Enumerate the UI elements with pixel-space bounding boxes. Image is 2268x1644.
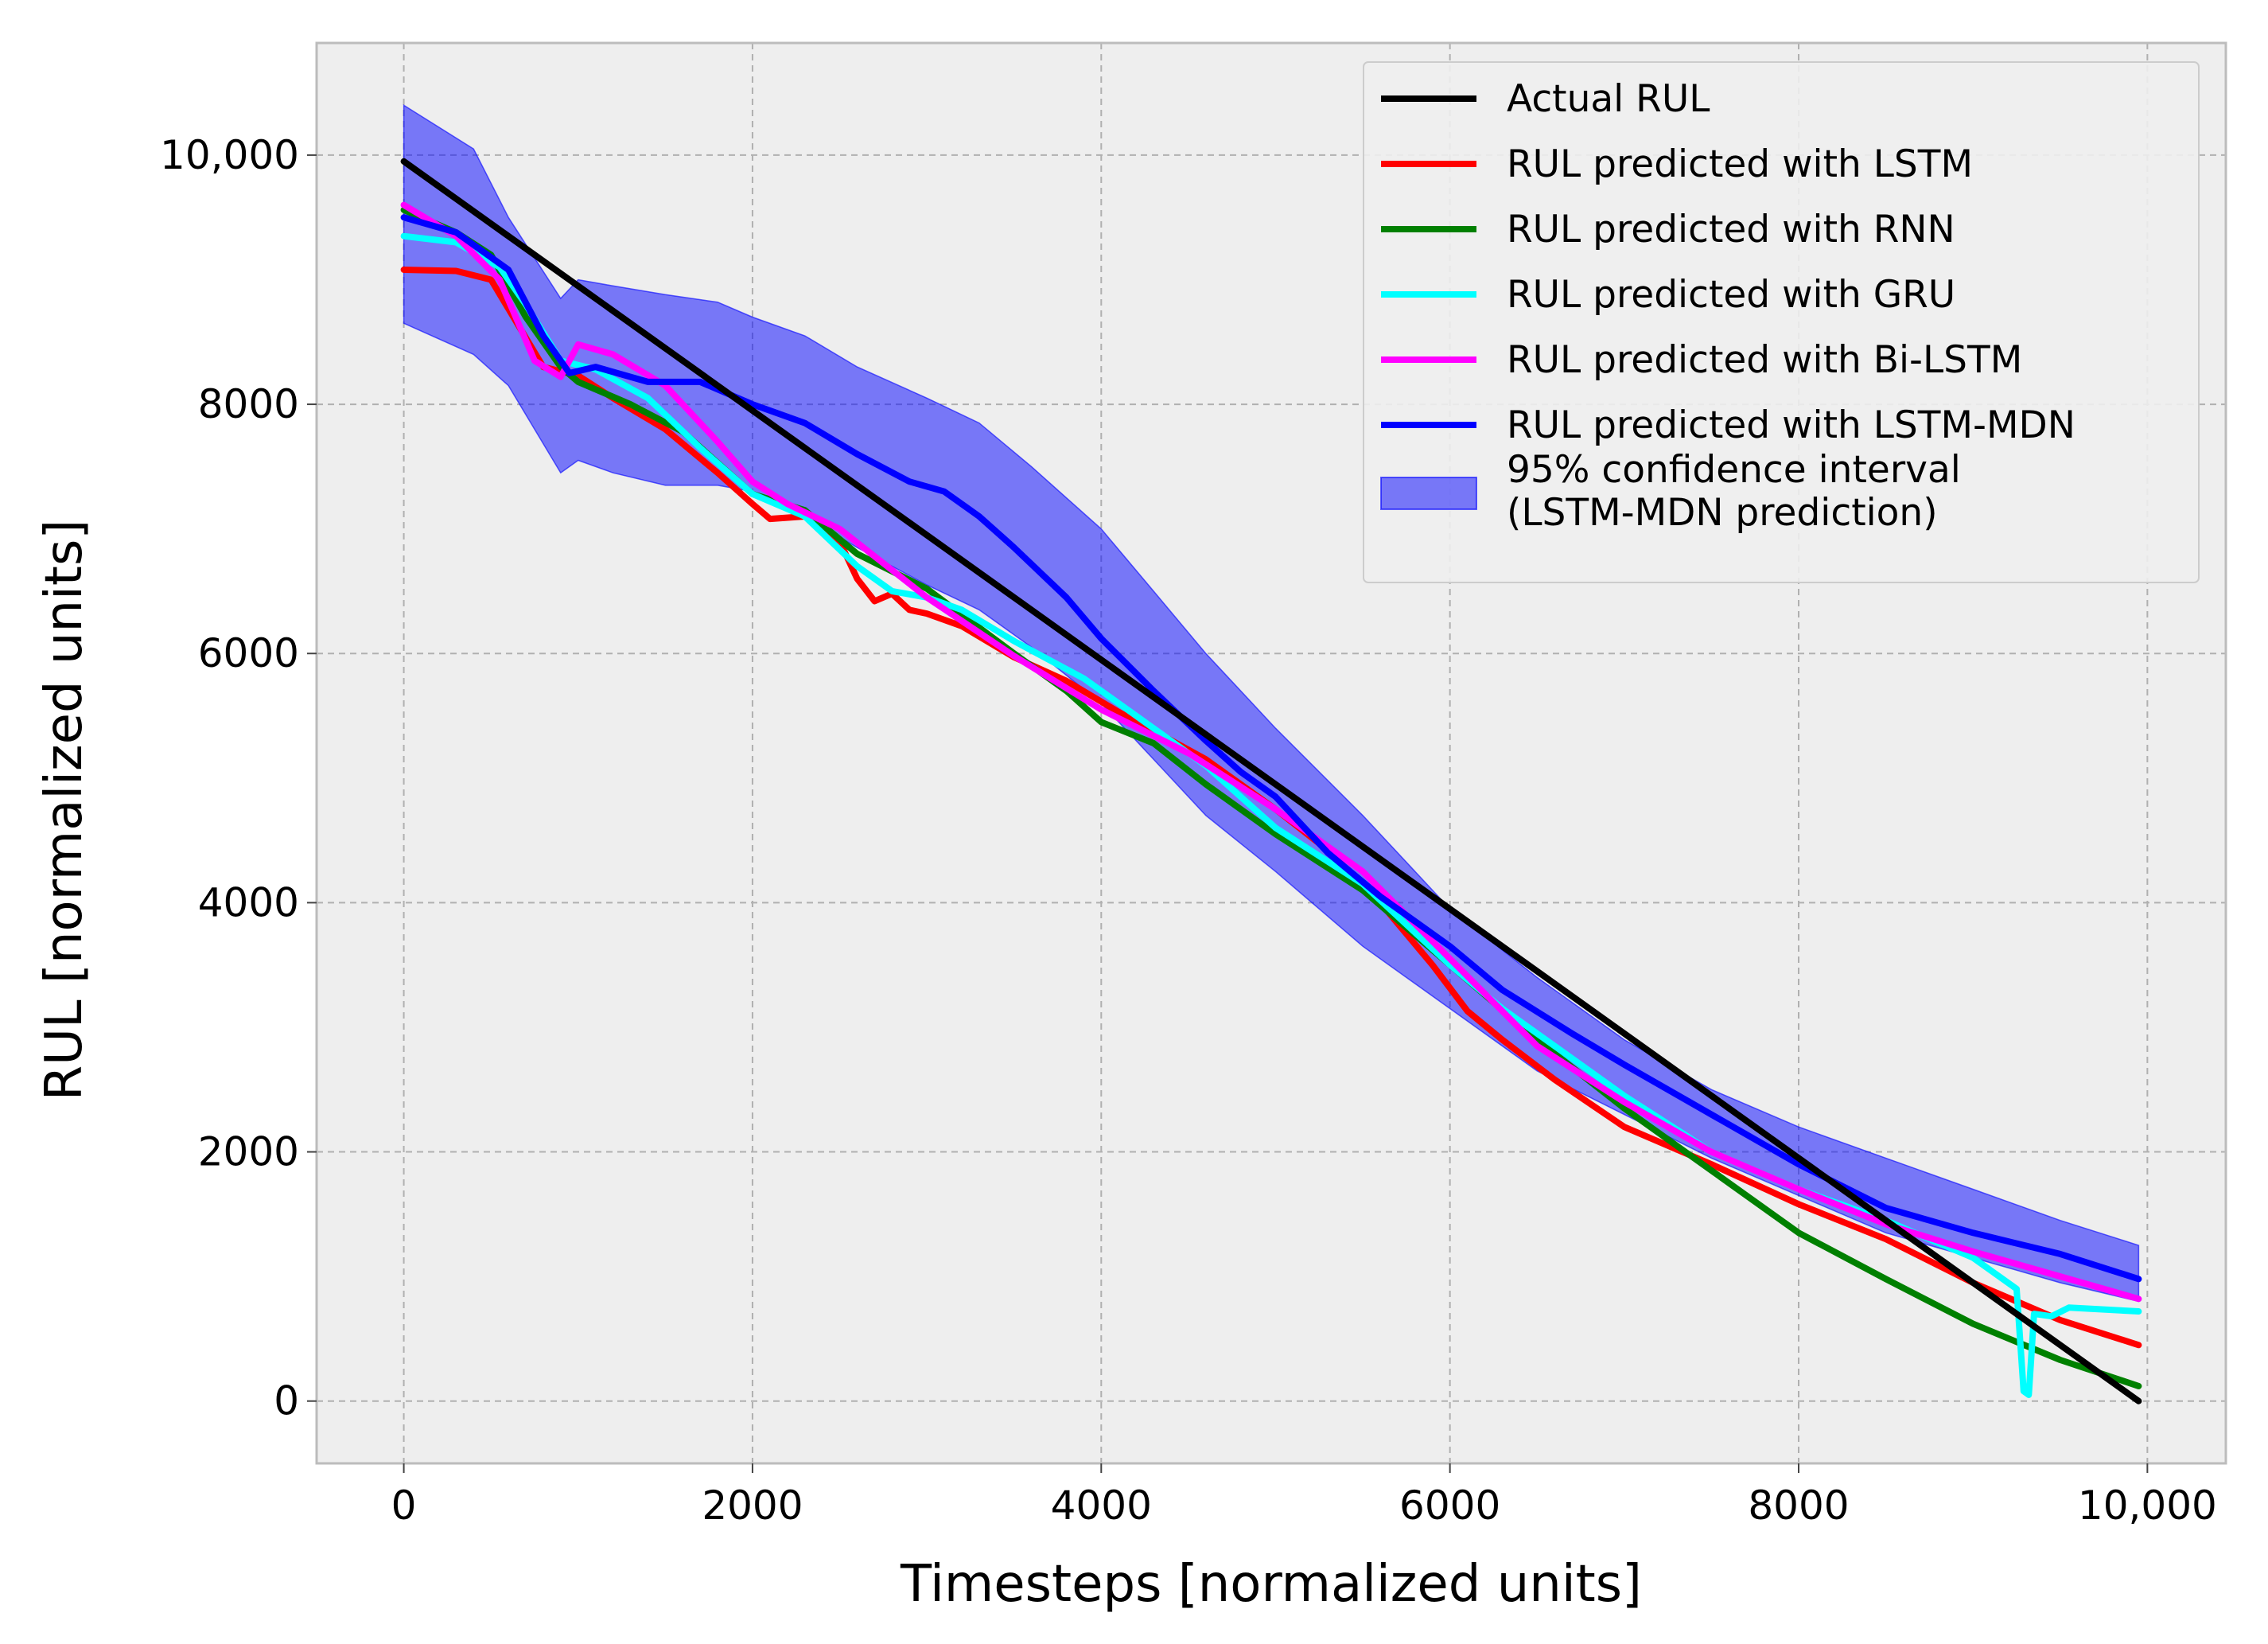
y-axis-title: RUL [normalized units] xyxy=(35,520,94,1101)
x-tick-label: 10,000 xyxy=(2078,1482,2217,1529)
legend-label: RUL predicted with RNN xyxy=(1507,208,1955,251)
y-tick-label: 0 xyxy=(274,1378,299,1424)
legend-band-label: 95% confidence interval xyxy=(1507,448,1961,492)
y-tick-label: 8000 xyxy=(198,381,299,427)
y-tick-label: 4000 xyxy=(198,879,299,925)
series-line-actual-rul xyxy=(400,158,2142,1404)
legend-label: RUL predicted with GRU xyxy=(1507,273,1955,317)
x-tick-label: 0 xyxy=(391,1482,417,1529)
legend-band-swatch xyxy=(1380,477,1477,510)
x-axis-title: Timesteps [normalized units] xyxy=(900,1555,1642,1614)
axis-ticks: 0 2000 4000 6000 8000 10,000 0 2000 4000 6000 8000… xyxy=(160,132,2217,1529)
legend-label: RUL predicted with LSTM-MDN xyxy=(1507,403,2075,447)
series-line-rul-predicted-with-lstm-mdn xyxy=(400,214,2142,1283)
legend-label: RUL predicted with Bi-LSTM xyxy=(1507,338,2022,382)
y-tick-label: 10,000 xyxy=(160,132,299,178)
legend-box xyxy=(1363,61,2200,583)
plot-frame xyxy=(315,41,2227,1465)
legend-label: Actual RUL xyxy=(1507,77,1710,121)
x-tick-label: 2000 xyxy=(702,1482,803,1529)
legend: Actual RUL RUL predicted with LSTM RUL pre… xyxy=(1363,61,2200,583)
legend-label: RUL predicted with LSTM xyxy=(1507,142,1973,186)
x-tick-label: 8000 xyxy=(1748,1482,1849,1529)
x-tick-label: 6000 xyxy=(1399,1482,1500,1529)
y-tick-label: 6000 xyxy=(198,630,299,676)
y-tick-label: 2000 xyxy=(198,1129,299,1175)
x-tick-label: 4000 xyxy=(1051,1482,1152,1529)
series-layer xyxy=(400,158,2142,1404)
legend-band-label: (LSTM-MDN prediction) xyxy=(1507,491,1938,535)
